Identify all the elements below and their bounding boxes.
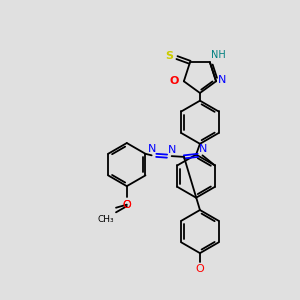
Text: O: O: [122, 200, 131, 210]
Text: S: S: [165, 51, 173, 61]
Text: N: N: [199, 144, 207, 154]
Text: O: O: [122, 200, 131, 210]
Text: N: N: [168, 145, 176, 154]
Text: O: O: [196, 264, 204, 274]
Text: N: N: [147, 144, 156, 154]
Text: CH₃: CH₃: [98, 214, 115, 224]
Text: N: N: [218, 75, 226, 85]
Text: O: O: [169, 76, 178, 86]
Text: NH: NH: [212, 50, 226, 60]
